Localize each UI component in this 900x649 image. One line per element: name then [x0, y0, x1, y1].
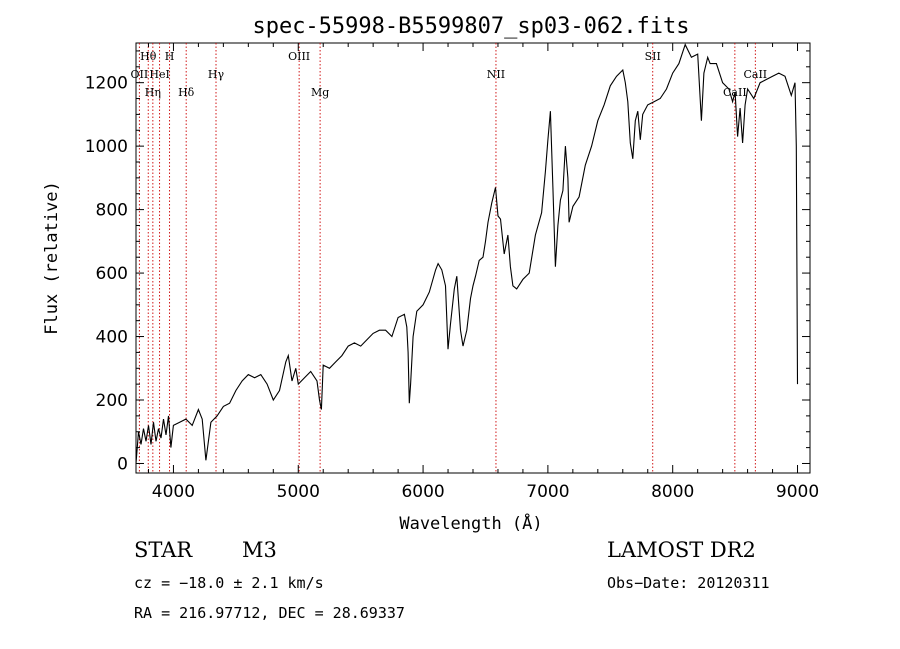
y-axis-ticks: 0 200 400 600 800 1000 1200 — [85, 50, 810, 474]
x-axis-label: Wavelength (Å) — [399, 512, 542, 534]
y-tick-label: 0 — [117, 454, 128, 474]
y-tick-label: 400 — [96, 328, 128, 348]
y-tick-label: 800 — [96, 201, 128, 221]
spectral-line-label: HeI — [149, 68, 169, 81]
spectral-line-markers — [138, 43, 756, 473]
spectrum-line — [135, 43, 799, 464]
spectral-line-label: SII — [645, 50, 661, 63]
y-tick-label: 1000 — [85, 137, 128, 157]
y-tick-label: 200 — [96, 391, 128, 411]
y-axis-label: Flux (relative) — [42, 181, 62, 335]
survey-name: LAMOST DR2 — [607, 538, 756, 562]
spectral-line-label: Hθ — [140, 50, 157, 63]
spectral-line-label: Mg — [311, 86, 329, 99]
redshift-velocity: cz = −18.0 ± 2.1 km/s — [134, 574, 324, 592]
spectral-line-label: OII — [131, 68, 149, 81]
observation-date: Obs−Date: 20120311 — [607, 574, 770, 592]
spectral-line-label: Hδ — [178, 86, 195, 99]
spectral-line-label: Hη — [145, 86, 161, 99]
spectral-line-label: CaII — [743, 68, 767, 81]
x-tick-label: 8000 — [651, 482, 694, 502]
x-axis-ticks: 4000 5000 6000 7000 8000 9000 — [147, 43, 819, 502]
x-tick-label: 5000 — [277, 482, 320, 502]
object-class: STAR — [134, 538, 193, 562]
x-tick-label: 4000 — [152, 482, 195, 502]
spectral-line-label: H — [165, 50, 175, 63]
spectrum-plot: spec-55998-B5599807_sp03-062.fits OII Hθ H… — [42, 14, 819, 534]
x-tick-label: 9000 — [776, 482, 819, 502]
axes-frame — [135, 42, 811, 474]
spectral-line-label: NII — [487, 68, 505, 81]
spectral-line-label: Hγ — [208, 68, 225, 81]
chart-title: spec-55998-B5599807_sp03-062.fits — [252, 14, 689, 39]
sky-coordinates: RA = 216.97712, DEC = 28.69337 — [134, 604, 405, 622]
y-tick-label: 1200 — [85, 74, 128, 94]
x-tick-label: 7000 — [526, 482, 569, 502]
y-tick-label: 600 — [96, 264, 128, 284]
spectral-line-label: OIII — [288, 50, 310, 63]
object-subclass: M3 — [242, 538, 277, 562]
x-tick-label: 6000 — [401, 482, 444, 502]
